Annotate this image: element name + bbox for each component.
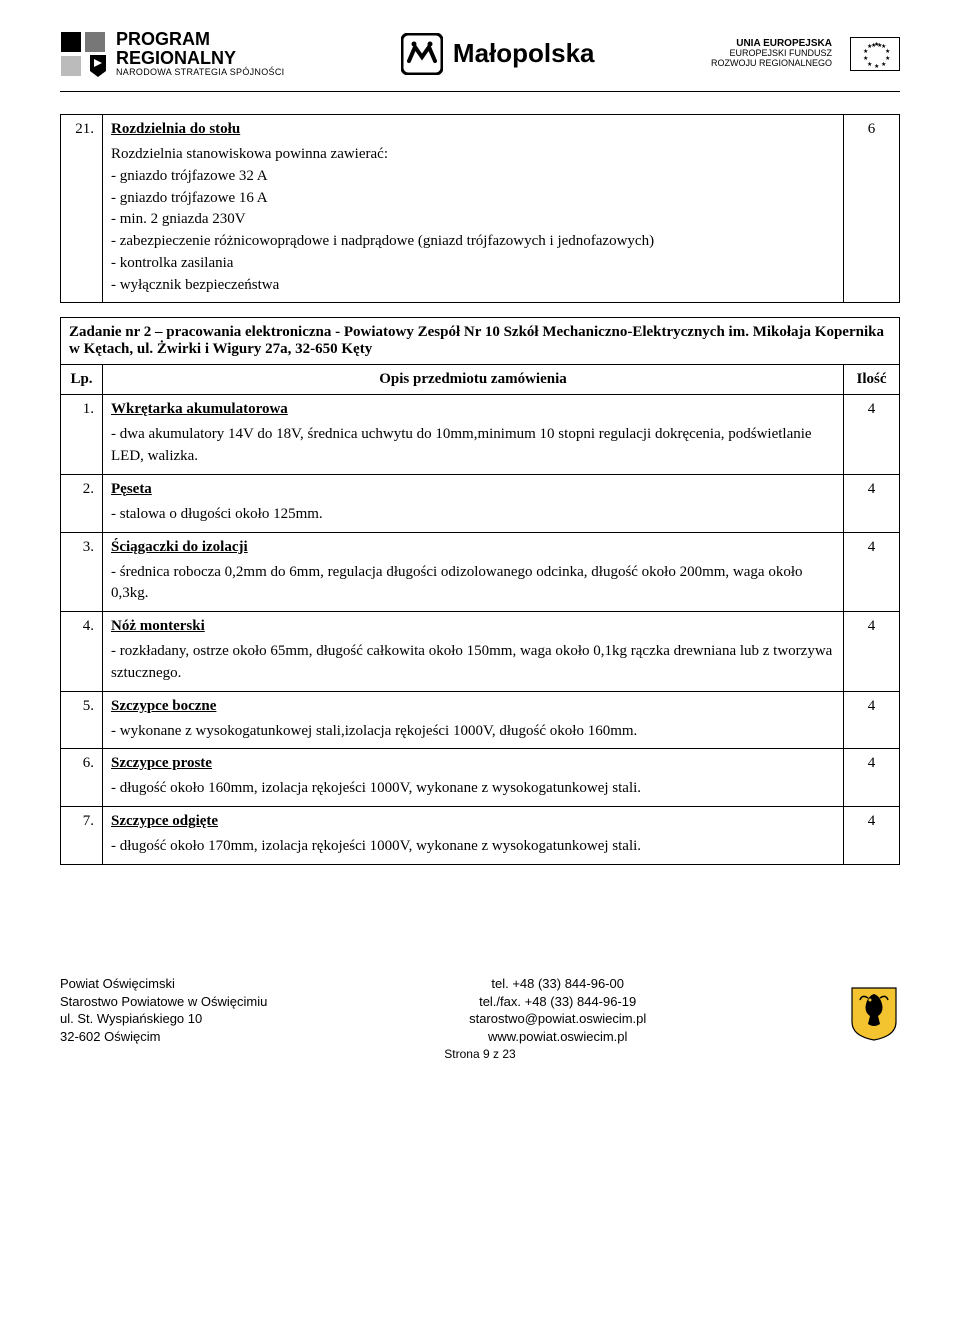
cell-lp: 7. xyxy=(61,807,103,865)
table-task-2: Zadanie nr 2 – pracowania elektroniczna … xyxy=(60,317,900,865)
cell-qty: 6 xyxy=(844,115,900,303)
svg-text:★: ★ xyxy=(881,61,886,68)
crest-icon xyxy=(848,984,900,1042)
cell-desc: Szczypce proste - długość około 160mm, iz… xyxy=(103,749,844,807)
cell-lp: 1. xyxy=(61,395,103,475)
footer-l4: 32-602 Oświęcim xyxy=(60,1028,267,1046)
item-desc: - stalowa o długości około 125mm. xyxy=(111,504,835,526)
footer-c2: tel./fax. +48 (33) 844-96-19 xyxy=(469,993,646,1011)
svg-text:★: ★ xyxy=(874,63,879,70)
item-desc: - średnica robocza 0,2mm do 6mm, regulac… xyxy=(111,562,835,606)
table-row: 7. Szczypce odgięte - długość około 170mm,… xyxy=(61,807,900,865)
item-title: Wkrętarka akumulatorowa xyxy=(111,401,835,418)
table-row: 2. Pęseta - stalowa o długości około 125mm… xyxy=(61,474,900,532)
logo-program-regionalny: PROGRAM REGIONALNY NARODOWA STRATEGIA SP… xyxy=(60,30,284,77)
table-row: 6. Szczypce proste - długość około 160mm, … xyxy=(61,749,900,807)
cell-desc: Pęseta - stalowa o długości około 125mm. xyxy=(103,474,844,532)
item-title: Szczypce proste xyxy=(111,755,835,772)
malopolska-icon xyxy=(401,33,443,75)
item-title: Szczypce odgięte xyxy=(111,813,835,830)
program-sub: NARODOWA STRATEGIA SPÓJNOŚCI xyxy=(116,68,284,77)
program-icon xyxy=(60,31,106,77)
program-title-2: REGIONALNY xyxy=(116,49,284,68)
item-desc: - dwa akumulatory 14V do 18V, średnica u… xyxy=(111,424,835,468)
footer-c3: starostwo@powiat.oswiecim.pl xyxy=(469,1010,646,1028)
table-row-21: 21. Rozdzielnia do stołu Rozdzielnia sta… xyxy=(60,114,900,303)
cell-lp: 2. xyxy=(61,474,103,532)
item-desc: Rozdzielnia stanowiskowa powinna zawiera… xyxy=(111,144,835,296)
footer-l3: ul. St. Wyspiańskiego 10 xyxy=(60,1010,267,1028)
footer-contact: tel. +48 (33) 844-96-00 tel./fax. +48 (3… xyxy=(469,975,646,1045)
item-desc: - długość około 160mm, izolacja rękojeśc… xyxy=(111,778,835,800)
item-desc: - rozkładany, ostrze około 65mm, długość… xyxy=(111,641,835,685)
cell-qty: 4 xyxy=(844,749,900,807)
cell-desc: Ściągaczki do izolacji - średnica robocza… xyxy=(103,532,844,612)
table-row: 4. Nóż monterski - rozkładany, ostrze okoł… xyxy=(61,612,900,692)
item-title: Nóż monterski xyxy=(111,618,835,635)
cell-qty: 4 xyxy=(844,474,900,532)
cell-desc: Nóż monterski - rozkładany, ostrze około … xyxy=(103,612,844,692)
item-title: Ściągaczki do izolacji xyxy=(111,539,835,556)
cell-qty: 4 xyxy=(844,532,900,612)
cell-qty: 4 xyxy=(844,395,900,475)
item-title: Rozdzielnia do stołu xyxy=(111,121,835,138)
table-row: 5. Szczypce boczne - wykonane z wysokogatu… xyxy=(61,691,900,749)
task-header: Zadanie nr 2 – pracowania elektroniczna … xyxy=(61,318,900,365)
cell-desc: Szczypce odgięte - długość około 170mm, i… xyxy=(103,807,844,865)
footer-crest xyxy=(848,984,900,1045)
cell-lp: 5. xyxy=(61,691,103,749)
task-header-row: Zadanie nr 2 – pracowania elektroniczna … xyxy=(61,318,900,365)
footer-l1: Powiat Oświęcimski xyxy=(60,975,267,993)
svg-text:★: ★ xyxy=(871,42,876,49)
footer-c4: www.powiat.oswiecim.pl xyxy=(469,1028,646,1046)
svg-text:★: ★ xyxy=(863,55,868,62)
logo-eu: UNIA EUROPEJSKA EUROPEJSKI FUNDUSZ ROZWO… xyxy=(711,37,900,71)
program-title-1: PROGRAM xyxy=(116,30,284,49)
item-desc: - długość około 170mm, izolacja rękojeśc… xyxy=(111,836,835,858)
cell-lp: 21. xyxy=(61,115,103,303)
page-footer: Powiat Oświęcimski Starostwo Powiatowe w… xyxy=(60,975,900,1045)
doc-header: PROGRAM REGIONALNY NARODOWA STRATEGIA SP… xyxy=(60,30,900,92)
cell-desc: Szczypce boczne - wykonane z wysokogatunk… xyxy=(103,691,844,749)
malopolska-label: Małopolska xyxy=(453,38,595,69)
eu-flag-icon: ★★ ★★ ★★ ★★ ★★ ★★ xyxy=(850,37,900,71)
svg-text:★: ★ xyxy=(867,61,872,68)
table-row: 1. Wkrętarka akumulatorowa - dwa akumulato… xyxy=(61,395,900,475)
footer-address: Powiat Oświęcimski Starostwo Powiatowe w… xyxy=(60,975,267,1045)
cell-qty: 4 xyxy=(844,691,900,749)
table-row: 3. Ściągaczki do izolacji - średnica roboc… xyxy=(61,532,900,612)
item-desc: - wykonane z wysokogatunkowej stali,izol… xyxy=(111,721,835,743)
eu-line3: ROZWOJU REGIONALNEGO xyxy=(711,59,832,69)
table-row: 21. Rozdzielnia do stołu Rozdzielnia sta… xyxy=(61,115,900,303)
column-header-row: Lp. Opis przedmiotu zamówienia Ilość xyxy=(61,365,900,395)
cell-desc: Rozdzielnia do stołu Rozdzielnia stanowi… xyxy=(103,115,844,303)
header-lp: Lp. xyxy=(61,365,103,395)
cell-qty: 4 xyxy=(844,612,900,692)
item-title: Pęseta xyxy=(111,481,835,498)
svg-text:★: ★ xyxy=(885,48,890,55)
cell-lp: 6. xyxy=(61,749,103,807)
footer-l2: Starostwo Powiatowe w Oświęcimiu xyxy=(60,993,267,1011)
item-title: Szczypce boczne xyxy=(111,698,835,715)
cell-lp: 3. xyxy=(61,532,103,612)
header-qty: Ilość xyxy=(844,365,900,395)
logo-malopolska: Małopolska xyxy=(401,33,595,75)
header-opis: Opis przedmiotu zamówienia xyxy=(103,365,844,395)
footer-c1: tel. +48 (33) 844-96-00 xyxy=(469,975,646,993)
cell-qty: 4 xyxy=(844,807,900,865)
svg-text:★: ★ xyxy=(885,55,890,62)
cell-desc: Wkrętarka akumulatorowa - dwa akumulatory… xyxy=(103,395,844,475)
svg-text:★: ★ xyxy=(877,42,882,49)
cell-lp: 4. xyxy=(61,612,103,692)
page-number: Strona 9 z 23 xyxy=(60,1047,900,1061)
